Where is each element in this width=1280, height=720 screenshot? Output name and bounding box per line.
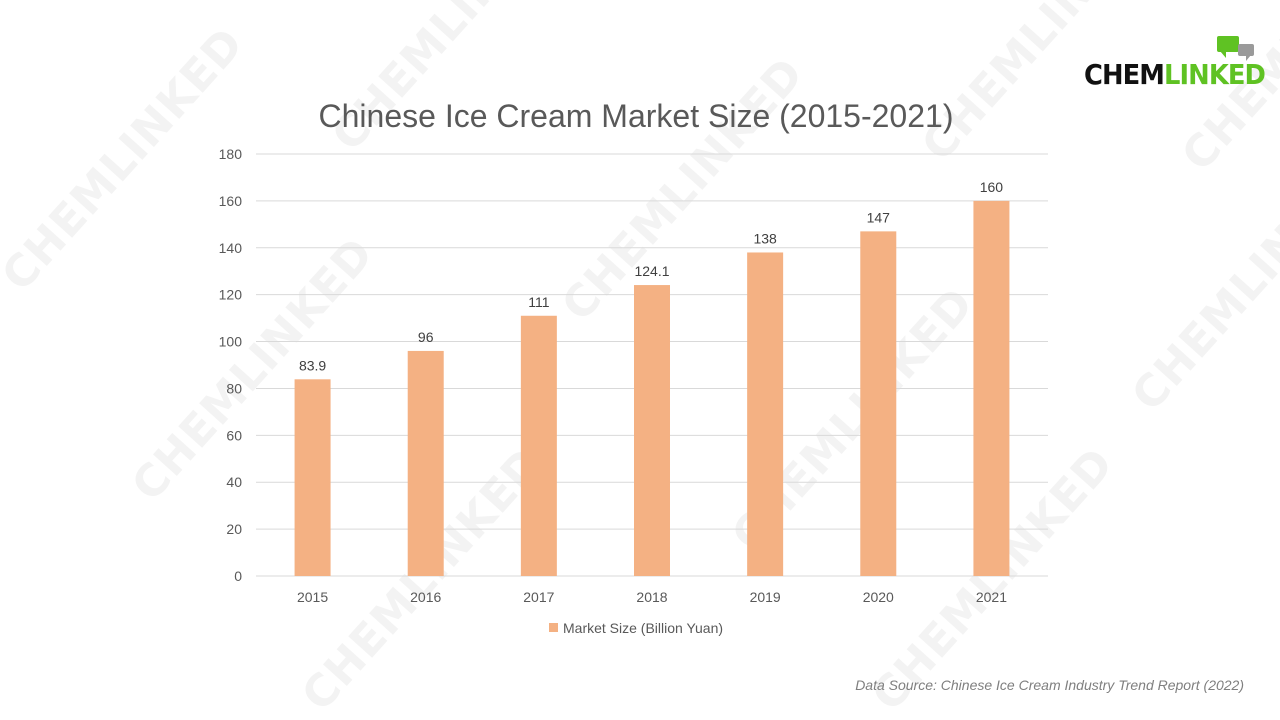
y-tick-label: 120 xyxy=(219,287,243,303)
data-label-2017: 111 xyxy=(528,294,549,310)
chemlinked-logo: CHEMLINKED xyxy=(1084,36,1266,96)
y-tick-label: 80 xyxy=(226,380,242,396)
data-label-2021: 160 xyxy=(980,179,1004,195)
y-tick-label: 180 xyxy=(219,146,243,162)
bars xyxy=(294,200,1010,576)
data-label-2020: 147 xyxy=(867,209,891,225)
x-tick-label: 2017 xyxy=(523,589,554,605)
logo-linked-text: LINKED xyxy=(1164,58,1266,91)
data-label-2016: 96 xyxy=(418,329,434,345)
data-labels: 83.9 96 111 124.1 138 147 160 xyxy=(299,179,1003,373)
data-label-2019: 138 xyxy=(753,230,777,246)
legend-label: Market Size (Billion Yuan) xyxy=(563,620,723,636)
bar-2016 xyxy=(407,350,444,576)
logo-wordmark: CHEMLINKED xyxy=(1084,58,1266,92)
bar-2020 xyxy=(860,231,897,576)
x-axis-ticks: 2015 2016 2017 2018 2019 2020 2021 xyxy=(297,589,1007,605)
y-tick-label: 160 xyxy=(219,193,243,209)
x-tick-label: 2018 xyxy=(636,589,667,605)
data-source-note: Data Source: Chinese Ice Cream Industry … xyxy=(855,677,1244,693)
y-tick-label: 40 xyxy=(226,474,242,490)
bar-2015 xyxy=(294,379,331,576)
bar-2021 xyxy=(973,200,1010,576)
data-label-2018: 124.1 xyxy=(634,263,669,279)
y-tick-label: 100 xyxy=(219,334,243,350)
data-label-2015: 83.9 xyxy=(299,357,326,373)
speech-bubble-green-icon xyxy=(1217,36,1239,58)
y-axis-ticks: 0 20 40 60 80 100 120 140 160 180 xyxy=(219,146,243,584)
x-tick-label: 2020 xyxy=(863,589,894,605)
y-tick-label: 140 xyxy=(219,240,243,256)
legend: Market Size (Billion Yuan) xyxy=(549,620,723,636)
logo-chem-text: CHEM xyxy=(1084,58,1165,91)
x-tick-label: 2019 xyxy=(750,589,781,605)
bar-2019 xyxy=(747,252,784,576)
chart-title: Chinese Ice Cream Market Size (2015-2021… xyxy=(319,98,954,134)
bar-2017 xyxy=(520,315,557,576)
x-tick-label: 2021 xyxy=(976,589,1007,605)
y-tick-label: 0 xyxy=(234,568,242,584)
x-tick-label: 2016 xyxy=(410,589,441,605)
speech-bubble-gray-icon xyxy=(1238,44,1254,61)
y-tick-label: 20 xyxy=(226,521,242,537)
y-tick-label: 60 xyxy=(226,427,242,443)
legend-swatch xyxy=(549,623,558,632)
bar-2018 xyxy=(634,285,670,576)
x-tick-label: 2015 xyxy=(297,589,328,605)
